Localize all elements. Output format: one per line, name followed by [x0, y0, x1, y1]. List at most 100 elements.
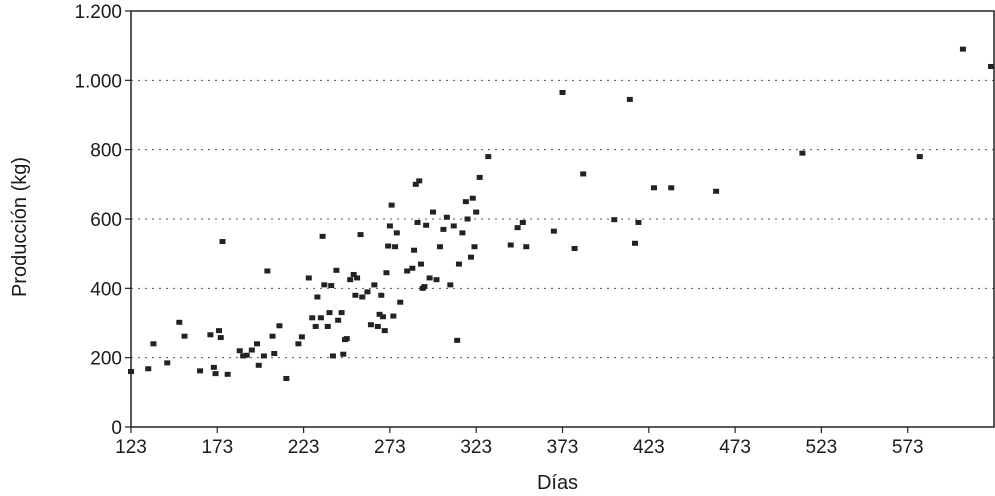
data-point [426, 275, 433, 281]
data-point [216, 328, 223, 334]
data-point [485, 154, 492, 160]
y-tick-label: 200 [90, 349, 122, 370]
x-tick-label: 523 [806, 437, 838, 458]
data-point [276, 323, 283, 329]
data-point [514, 225, 521, 231]
x-tick-label: 223 [288, 437, 320, 458]
y-tick-label: 800 [90, 141, 122, 162]
data-point [471, 244, 478, 250]
data-point [423, 222, 430, 228]
data-point [416, 178, 423, 184]
data-point [181, 333, 188, 339]
data-point [340, 351, 347, 357]
data-point [454, 337, 461, 343]
x-tick-label: 323 [460, 437, 492, 458]
data-points [128, 46, 994, 381]
data-point [295, 341, 302, 347]
data-point [404, 268, 411, 274]
data-point [916, 154, 923, 160]
data-point [314, 294, 321, 300]
data-point [328, 283, 335, 289]
data-point [411, 247, 418, 253]
data-point [412, 181, 419, 187]
data-point [959, 46, 966, 52]
data-point [197, 368, 204, 374]
y-tick-label: 600 [90, 210, 122, 231]
data-point [988, 63, 994, 69]
data-point [433, 277, 440, 283]
data-point [523, 244, 530, 250]
data-point [378, 292, 385, 298]
y-tick-label: 0 [111, 418, 122, 439]
x-tick-label: 373 [547, 437, 579, 458]
data-point [383, 270, 390, 276]
data-point [430, 209, 437, 215]
data-point [269, 333, 276, 339]
x-axis: 123 173 223 273 323 373 423 473 523 573 [115, 427, 924, 458]
data-point [580, 171, 587, 177]
data-point [519, 219, 526, 225]
data-point [455, 261, 462, 267]
data-point [324, 323, 331, 329]
x-tick-label: 573 [892, 437, 924, 458]
data-point [271, 351, 278, 357]
grid-lines [131, 79, 994, 359]
data-point [364, 289, 371, 295]
data-point [319, 233, 326, 239]
data-point [164, 360, 171, 366]
data-point [611, 217, 618, 223]
data-point [799, 150, 806, 156]
data-point [473, 209, 480, 215]
data-point [559, 89, 566, 95]
data-point [317, 315, 324, 321]
data-point [255, 362, 262, 368]
data-point [357, 232, 364, 238]
data-point [376, 311, 383, 317]
data-point [414, 219, 421, 225]
data-point [626, 96, 633, 102]
data-point [150, 341, 157, 347]
data-point [343, 336, 350, 342]
data-point [207, 332, 214, 338]
data-point [359, 294, 366, 300]
data-point [462, 199, 469, 205]
data-point [371, 282, 378, 288]
data-point [392, 244, 399, 250]
data-point [668, 185, 675, 191]
data-point [635, 219, 642, 225]
data-point [650, 185, 657, 191]
data-point [571, 245, 578, 251]
x-tick-label: 173 [201, 437, 233, 458]
y-axis: 0 200 400 600 800 1.000 1.200 [74, 2, 131, 439]
data-point [243, 352, 250, 358]
data-point [321, 282, 328, 288]
data-point [333, 267, 340, 273]
data-point [210, 364, 217, 370]
data-point [421, 284, 428, 290]
data-point [176, 319, 183, 325]
data-point [219, 239, 226, 245]
data-point [409, 265, 416, 271]
data-point [264, 268, 271, 274]
data-point [212, 371, 219, 377]
data-point [386, 223, 393, 229]
data-point [713, 188, 720, 194]
data-point [550, 228, 557, 234]
data-point [248, 347, 255, 353]
data-point [459, 230, 466, 236]
data-point [390, 313, 397, 319]
data-point [381, 328, 388, 334]
data-point [476, 174, 483, 180]
x-tick-label: 423 [633, 437, 665, 458]
data-point [240, 353, 247, 359]
data-point [450, 223, 457, 229]
data-point [468, 254, 475, 260]
data-point [397, 299, 404, 305]
data-point [379, 314, 386, 320]
data-point [298, 334, 305, 340]
data-point [436, 244, 443, 250]
data-point [447, 282, 454, 288]
x-tick-label: 123 [115, 437, 147, 458]
data-point [305, 275, 312, 281]
